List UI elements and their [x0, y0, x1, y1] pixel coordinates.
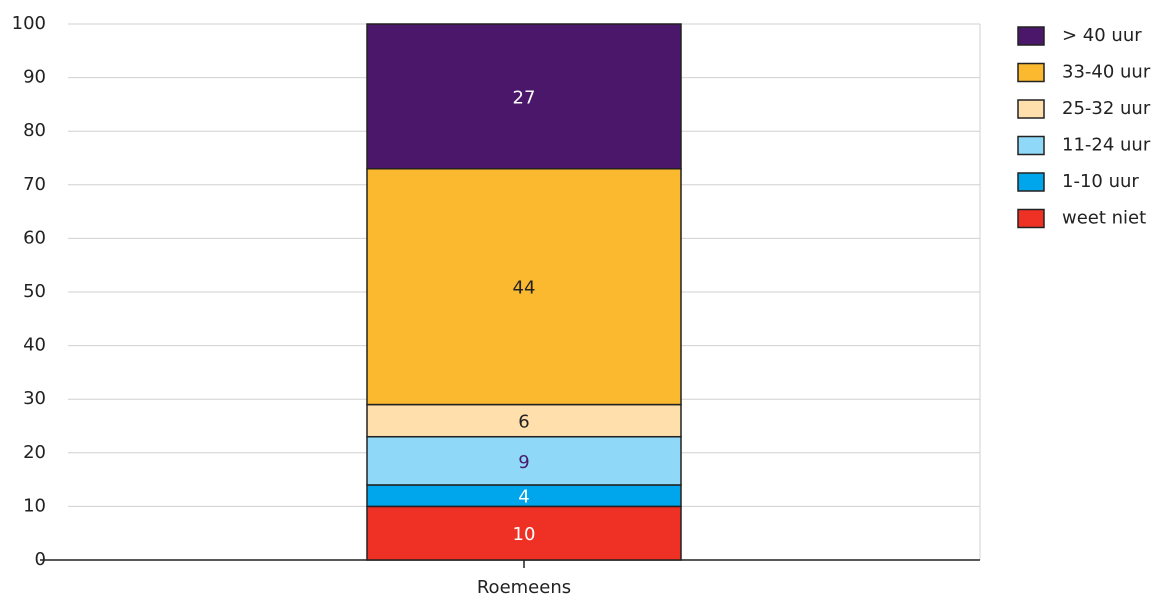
data-label: 9 — [518, 452, 529, 473]
bar-segment — [366, 23, 682, 170]
data-label: 4 — [518, 487, 529, 508]
y-tick-label: 10 — [23, 495, 46, 516]
y-tick-label: 20 — [23, 442, 46, 463]
data-label: 44 — [513, 278, 536, 299]
legend-label: weet niet — [1062, 208, 1146, 229]
y-tick-label: 40 — [23, 335, 46, 356]
y-tick-label: 90 — [23, 67, 46, 88]
legend-label: > 40 uur — [1062, 25, 1142, 46]
bar-segment — [366, 403, 682, 438]
legend-label: 25-32 uur — [1062, 98, 1151, 119]
y-tick-label: 30 — [23, 388, 46, 409]
data-label: 6 — [518, 412, 529, 433]
y-tick-label: 60 — [23, 227, 46, 248]
legend-swatch — [1017, 26, 1045, 46]
legend-label: 1-10 uur — [1062, 171, 1139, 192]
legend-swatch — [1017, 208, 1045, 229]
data-label: 27 — [513, 87, 536, 108]
legend-label: 33-40 uur — [1062, 62, 1151, 83]
legend-swatch — [1017, 172, 1045, 192]
y-tick-label: 80 — [23, 120, 46, 141]
legend-swatch — [1017, 135, 1045, 156]
bar-segment — [366, 505, 682, 561]
y-tick-label: 70 — [23, 174, 46, 195]
y-tick-label: 50 — [23, 281, 46, 302]
bar-segment — [366, 435, 682, 486]
x-tick-label: Roemeens — [477, 577, 571, 598]
legend-swatch — [1017, 62, 1045, 83]
legend-swatch — [1017, 99, 1045, 119]
legend-label: 11-24 uur — [1062, 135, 1151, 156]
y-tick-label: 100 — [12, 13, 46, 34]
data-label: 10 — [513, 524, 536, 545]
bar-segment — [366, 167, 682, 406]
